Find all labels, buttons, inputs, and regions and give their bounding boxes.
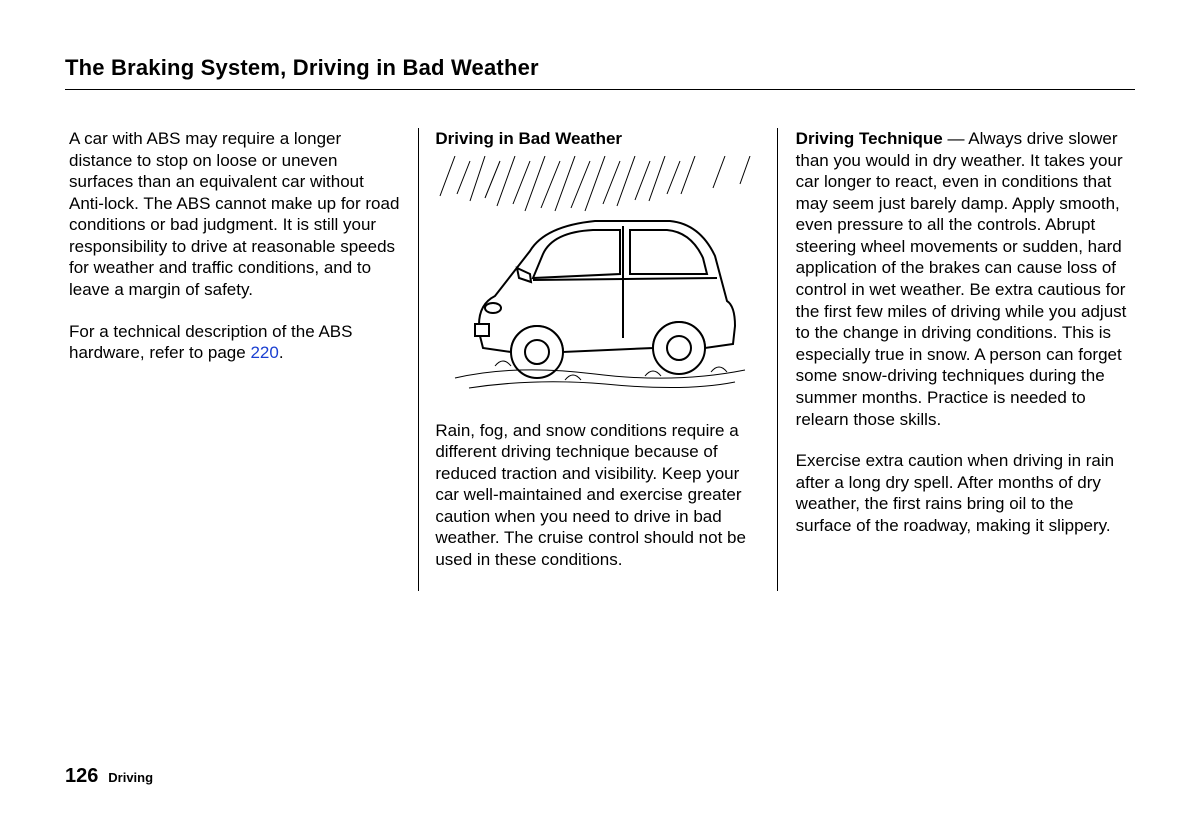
column-3: Driving Technique — Always drive slower … bbox=[777, 128, 1135, 591]
col2-heading: Driving in Bad Weather bbox=[435, 128, 762, 150]
page-220-link[interactable]: 220 bbox=[250, 343, 278, 362]
page-footer: 126 Driving bbox=[65, 765, 153, 788]
col1-paragraph-1: A car with ABS may require a longer dist… bbox=[69, 128, 400, 301]
col2-paragraph-1: Rain, fog, and snow conditions re­quire … bbox=[435, 420, 762, 571]
column-1: A car with ABS may require a longer dist… bbox=[65, 128, 418, 591]
col1-p2-pre: For a technical description of the ABS h… bbox=[69, 322, 353, 363]
col3-p1-rest: — Always drive slower than you would in … bbox=[796, 129, 1127, 429]
page-title: The Braking System, Driving in Bad Weath… bbox=[65, 55, 1135, 81]
col1-p2-post: . bbox=[279, 343, 284, 362]
car-rain-illustration bbox=[435, 156, 755, 406]
col3-paragraph-1: Driving Technique — Always drive slower … bbox=[796, 128, 1129, 430]
manual-page: The Braking System, Driving in Bad Weath… bbox=[0, 0, 1200, 631]
title-rule bbox=[65, 89, 1135, 90]
car-icon bbox=[435, 156, 755, 406]
three-column-layout: A car with ABS may require a longer dist… bbox=[65, 128, 1135, 591]
driving-technique-runin: Driving Technique bbox=[796, 129, 943, 148]
col1-paragraph-2: For a technical description of the ABS h… bbox=[69, 321, 400, 364]
page-number: 126 bbox=[65, 765, 98, 787]
column-2: Driving in Bad Weather bbox=[418, 128, 776, 591]
footer-section-label: Driving bbox=[108, 770, 153, 785]
col3-paragraph-2: Exercise extra caution when driving in r… bbox=[796, 450, 1129, 536]
